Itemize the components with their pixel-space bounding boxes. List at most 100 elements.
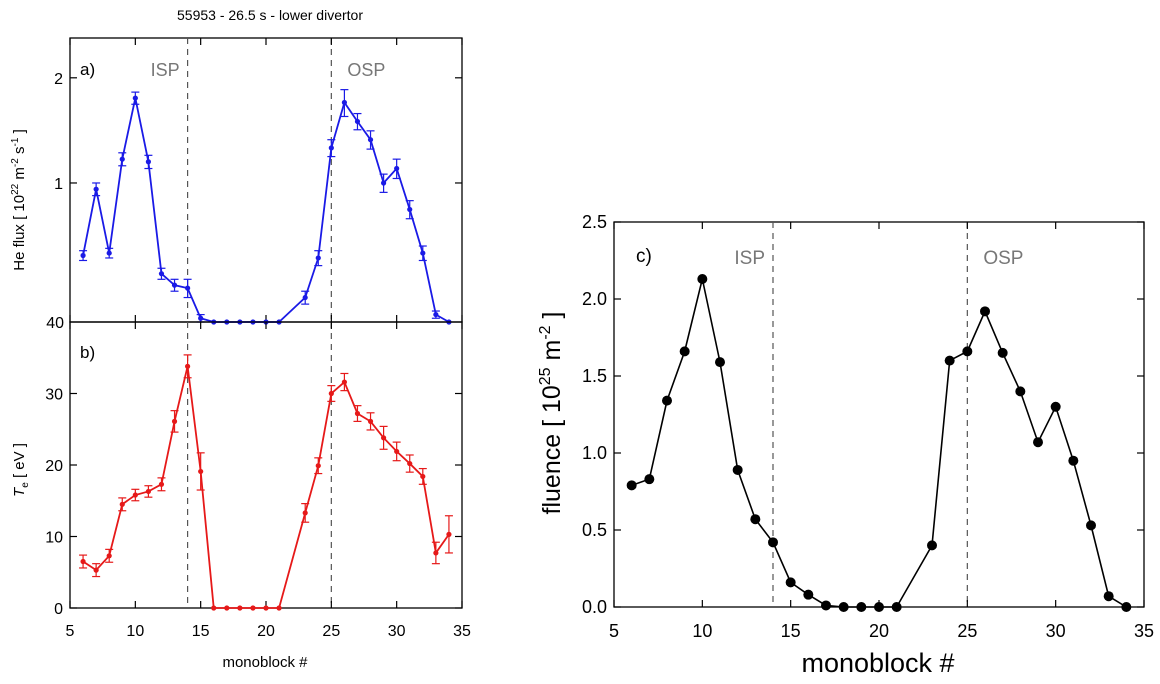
data-point [715,357,725,368]
y-tick-label: 30 [45,387,63,404]
data-point [367,137,374,143]
data-point [381,435,387,441]
data-point [420,250,426,256]
data-point [367,418,374,424]
data-point [821,600,831,611]
panel-c-ylabel-mid: m [538,340,566,368]
data-point [1103,591,1114,602]
svg-text:He flux [ 1022 m-2 s-1 ]: He flux [ 1022 m-2 s-1 ] [10,129,28,271]
data-point [93,567,99,573]
panel-a-ticks: 12 [54,38,463,322]
panel-a-plot: ISP OSP [69,37,463,323]
data-point [1015,386,1026,397]
data-point [119,156,125,162]
y-tick-label: 2.5 [582,212,607,232]
y-tick-label: 20 [45,458,63,475]
panel-a-ylabel: He flux [ 1022 m-2 s-1 ] [10,129,28,271]
panel-a-ylabel-part-6: ] [11,129,28,137]
data-point [198,468,204,475]
data-point [980,306,990,317]
data-point [679,346,690,357]
data-point [158,271,165,277]
data-point [891,602,902,612]
data-point [644,474,655,485]
panel-c-xlabel: monoblock # [801,648,954,678]
x-tick-label: 20 [257,623,275,640]
data-point [1121,602,1132,612]
x-tick-label: 20 [869,621,889,641]
plot-frame [69,37,463,323]
panel-b-marks [79,354,453,611]
data-point [185,285,191,291]
data-point [315,255,321,261]
panel-b-plot [69,321,463,609]
data-point [106,553,112,559]
data-point [132,492,138,498]
panel-a: He flux [ 1022 m-2 s-1 ] a) ISP OSP 12 40 [10,37,463,332]
reference-line-label: ISP [734,248,765,269]
data-point [276,605,282,611]
panel-b-ticks: 5 10 15 20 25 30 35 0 10 20 30 [45,322,471,640]
data-point [381,180,387,186]
panel-c-ylabel-end: ] [538,312,566,326]
panel-c-label: c) [636,246,652,267]
data-point [158,481,165,487]
panel-a-marks [79,89,452,325]
reference-line-label: OSP [983,248,1023,269]
data-point [1050,401,1061,412]
data-point [198,315,204,321]
series-line [631,278,1127,608]
data-point [1033,437,1043,448]
panel-c-ylabel-sup2: -2 [537,325,554,339]
data-point [354,118,361,125]
data-point [119,501,125,507]
panel-b-ylabel-sub: e [20,482,31,488]
x-tick-label: 30 [1046,621,1066,641]
data-point [328,145,334,151]
panel-b-ylabel-rest: [ eV ] [11,443,28,482]
data-point [944,355,955,366]
panel-a-ylabel-part-3: -2 [10,158,21,167]
x-tick-label: 15 [781,621,801,641]
data-point [420,473,426,480]
data-point [768,537,778,548]
data-point [263,605,269,611]
panel-a-ylabel-part-4: s [11,147,28,159]
data-point [697,273,708,284]
data-point [394,448,400,455]
data-point [341,99,347,106]
panel-c: fluence [ 1025 m-2 ] c) ISP OSP 5 10 15 20 25… [537,212,1154,678]
x-tick-label: 10 [126,623,144,640]
data-point [874,602,884,612]
data-point [927,540,937,551]
data-point [171,418,178,424]
data-point [394,165,400,172]
data-point [315,463,321,469]
reference-line-label: ISP [151,60,180,80]
data-point [237,605,243,611]
data-point [341,379,347,385]
x-tick-label: 15 [192,623,210,640]
data-point [750,514,761,525]
data-point [962,346,973,357]
data-point [662,395,672,406]
panel-a-ylabel-part-5: -1 [10,137,21,146]
data-point [407,460,413,467]
panel-c-ylabel: fluence [ 1025 m-2 ] [537,312,566,515]
x-tick-label: 25 [957,621,977,641]
data-point [732,464,743,475]
x-tick-label: 35 [453,623,471,640]
x-tick-label: 5 [66,623,75,640]
data-point [145,488,151,495]
data-point [145,159,151,165]
panel-c-ticks: 5 10 15 20 25 30 35 0.0 0.5 1.0 1.5 2.0 2.5 [582,212,1154,641]
x-tick-label: 10 [692,621,712,641]
panel-c-ylabel-sup1: 25 [537,367,554,385]
data-point [785,577,796,588]
panel-c-plot: ISP OSP [613,221,1145,608]
data-point [407,206,413,213]
series-line [82,97,450,323]
plot-frame [69,321,463,609]
data-point [856,602,867,612]
